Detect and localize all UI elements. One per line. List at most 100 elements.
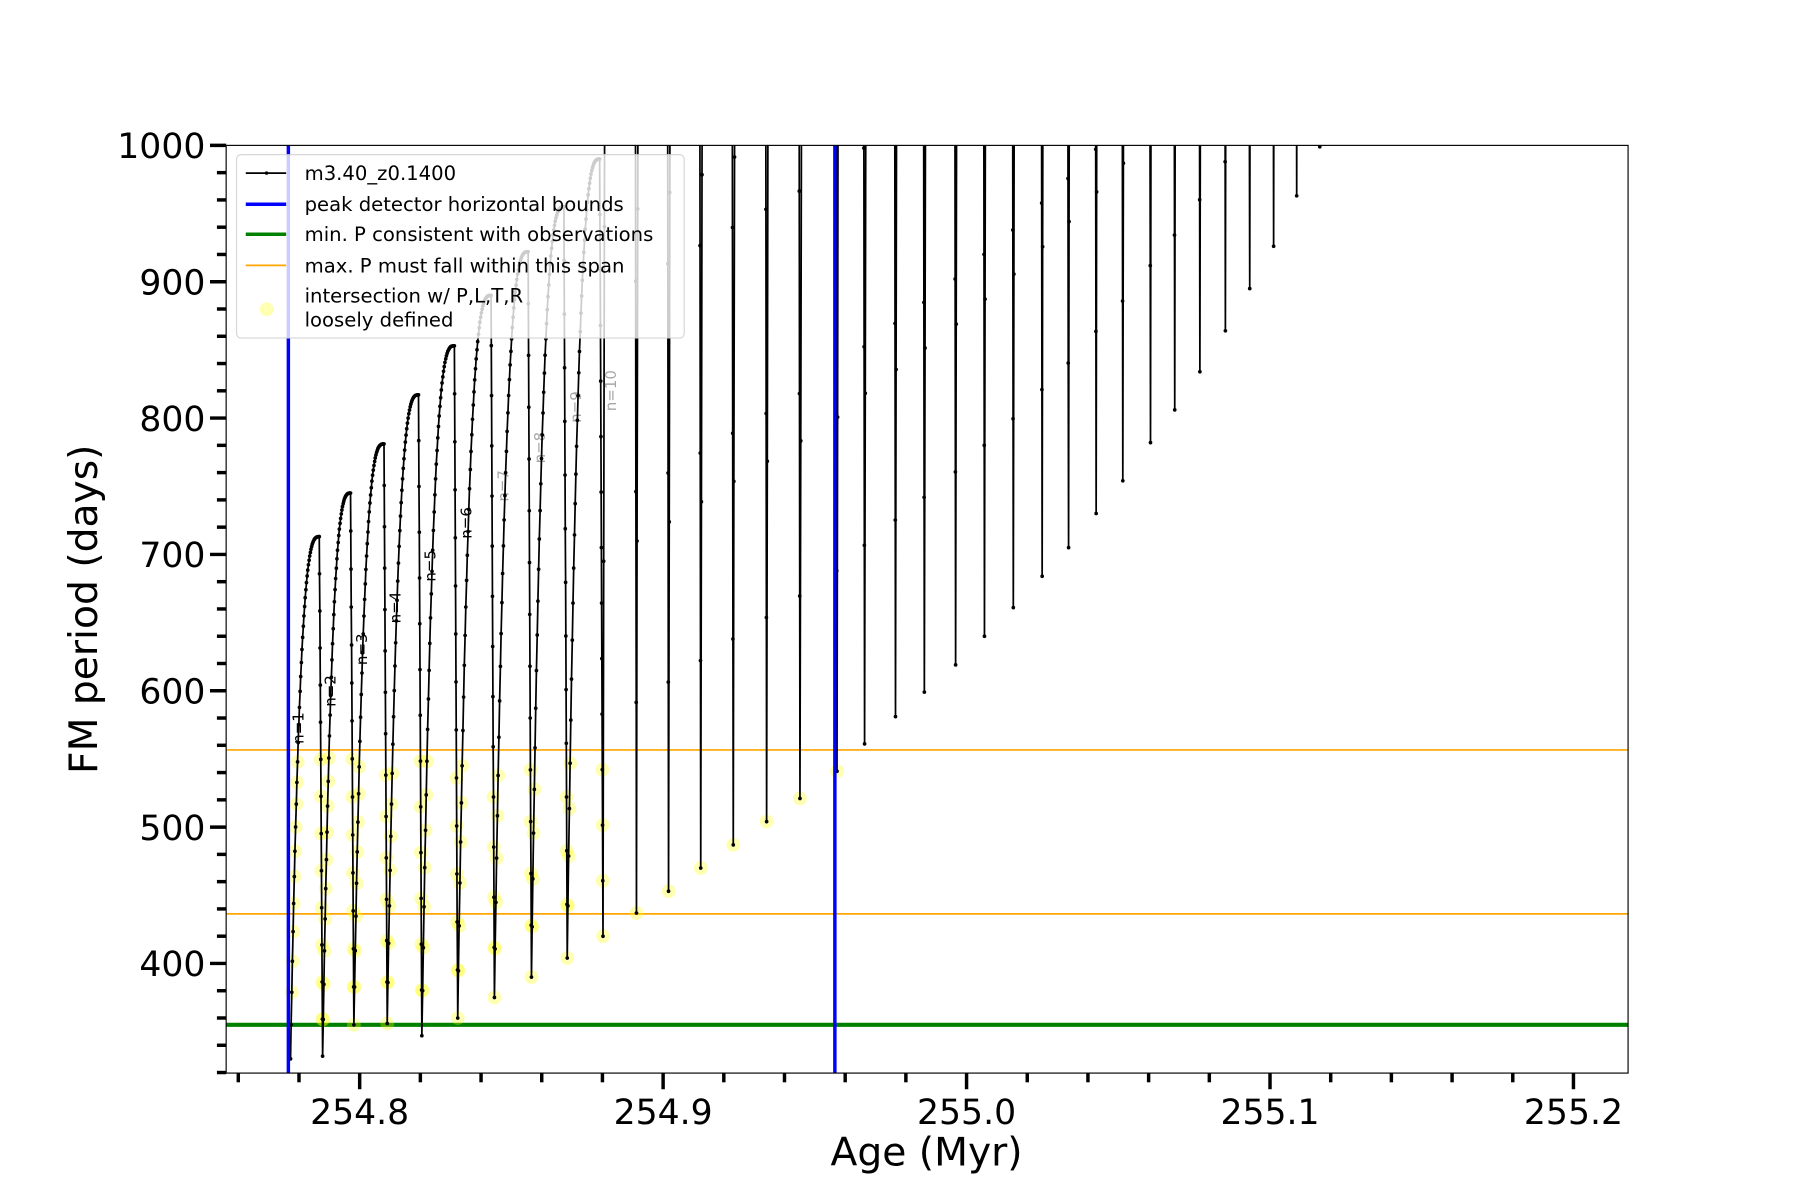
- series-point: [490, 494, 494, 498]
- series-point: [497, 735, 501, 740]
- series-point: [466, 529, 470, 534]
- legend-label-max: max. P must fall within this span: [305, 254, 625, 277]
- series-point: [373, 456, 378, 460]
- series-point: [531, 877, 535, 881]
- cycle-label: n=3: [353, 633, 371, 665]
- series-point: [383, 690, 388, 695]
- series-point: [438, 404, 442, 409]
- series-point: [465, 553, 470, 558]
- series-point: [1066, 176, 1070, 181]
- series-point: [1039, 201, 1044, 205]
- series-point: [318, 683, 323, 687]
- series-point: [406, 416, 410, 420]
- series-point: [298, 674, 303, 679]
- series-point: [893, 714, 898, 719]
- series-point: [527, 560, 532, 565]
- series-point: [569, 677, 574, 681]
- series-point: [731, 637, 735, 641]
- series-point: [529, 975, 534, 979]
- series-point: [382, 442, 386, 446]
- series-point: [574, 472, 578, 476]
- series-point: [351, 871, 355, 875]
- series-point: [600, 712, 604, 716]
- series-point: [572, 533, 577, 537]
- x-tick-label: 254.8: [310, 1093, 409, 1133]
- series-point: [503, 470, 508, 475]
- series-point: [503, 493, 507, 498]
- series-point: [300, 635, 305, 640]
- x-tick-label: 255.1: [1220, 1093, 1319, 1133]
- series-point: [534, 668, 539, 673]
- series-point: [538, 508, 542, 513]
- series-point: [429, 592, 434, 596]
- series-point: [490, 644, 495, 649]
- series-point: [334, 566, 339, 571]
- series-point: [361, 632, 366, 636]
- series-point: [600, 878, 605, 883]
- series-point: [491, 694, 495, 699]
- series-point: [533, 706, 538, 711]
- series-point: [437, 414, 441, 418]
- series-point: [395, 579, 400, 583]
- series-point: [496, 773, 500, 778]
- series-point: [491, 845, 496, 849]
- series-point: [420, 1033, 424, 1038]
- series-point: [526, 405, 531, 410]
- series-point: [370, 479, 374, 483]
- series-point: [327, 734, 332, 738]
- series-point: [499, 631, 503, 636]
- series-point: [489, 444, 494, 448]
- series-point: [453, 632, 458, 636]
- series-point: [502, 518, 506, 522]
- series-point: [570, 638, 575, 642]
- y-tick-label: 500: [139, 809, 205, 849]
- legend-label-min: min. P consistent with observations: [305, 223, 654, 246]
- series-point: [1011, 416, 1015, 421]
- series-point: [338, 516, 343, 521]
- series-point: [469, 432, 474, 437]
- series-point: [568, 718, 573, 722]
- series-point: [356, 820, 360, 824]
- legend-label-series: m3.40_z0.1400: [305, 162, 456, 185]
- y-tick-label: 400: [139, 945, 205, 985]
- series-point: [541, 390, 546, 395]
- cycle-label: n=7: [494, 470, 512, 502]
- series-point: [567, 806, 572, 811]
- series-point: [500, 571, 505, 576]
- series-point: [634, 489, 638, 494]
- series-point: [393, 640, 398, 645]
- series-point: [339, 512, 344, 516]
- series-point: [358, 739, 362, 744]
- series-point: [336, 540, 341, 545]
- series-point: [292, 874, 297, 879]
- series-point: [382, 566, 387, 570]
- series-point: [417, 621, 422, 626]
- series-point: [386, 980, 390, 985]
- series-point: [418, 713, 423, 718]
- series-point: [634, 911, 639, 915]
- series-point: [299, 660, 304, 665]
- series-point: [495, 813, 500, 818]
- series-point: [489, 393, 494, 398]
- series-point: [452, 391, 457, 396]
- series-point: [323, 917, 327, 921]
- series-point: [355, 850, 360, 854]
- series-point: [507, 377, 512, 382]
- series-point: [427, 641, 432, 646]
- series-point: [506, 393, 511, 398]
- series-point: [349, 681, 354, 685]
- series-point: [666, 471, 670, 475]
- series-point: [443, 360, 447, 365]
- series-point: [307, 558, 311, 563]
- series-point: [564, 795, 569, 799]
- series-point: [562, 365, 567, 370]
- series-point: [356, 791, 361, 796]
- series-point: [349, 605, 354, 609]
- series-point: [460, 763, 464, 768]
- series-point: [565, 956, 570, 960]
- series-point: [422, 865, 427, 870]
- series-point: [667, 520, 672, 524]
- series-point: [416, 393, 421, 397]
- series-point: [1094, 329, 1098, 334]
- series-point: [954, 322, 959, 326]
